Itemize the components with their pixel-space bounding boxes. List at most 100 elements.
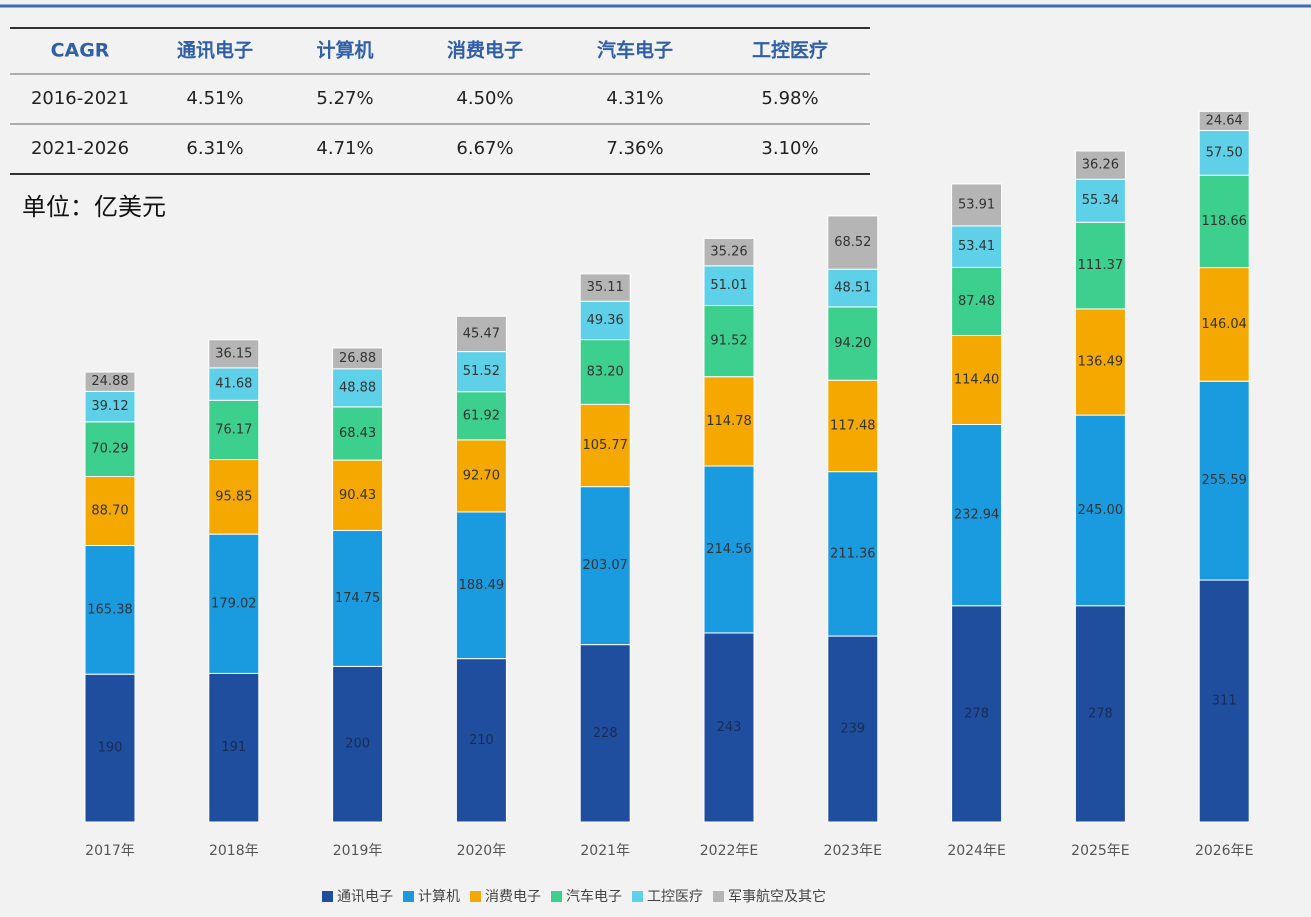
bar-segment — [1074, 605, 1126, 823]
data-label: 228 — [593, 726, 618, 741]
bar-segment — [208, 339, 260, 369]
data-label: 278 — [964, 706, 989, 721]
bar-segment — [84, 545, 136, 675]
data-label: 239 — [840, 722, 865, 737]
data-label: 214.56 — [706, 542, 752, 557]
bar-segment — [827, 268, 879, 308]
table-header: 消费电子 — [447, 39, 523, 62]
bar-segment — [332, 368, 384, 408]
table-cell: 4.71% — [316, 138, 373, 159]
legend-swatch — [713, 891, 724, 902]
data-label: 114.40 — [954, 372, 1000, 387]
bar-segment — [951, 423, 1003, 607]
legend-label: 军事航空及其它 — [728, 888, 826, 905]
data-label: 210 — [469, 733, 494, 748]
bar-segment — [455, 391, 507, 441]
data-label: 90.43 — [339, 488, 376, 503]
bar-segment — [208, 367, 260, 401]
bar-segment — [1198, 380, 1250, 581]
data-label: 70.29 — [91, 442, 128, 457]
bar-segment — [951, 334, 1003, 425]
data-label: 55.34 — [1082, 193, 1119, 208]
data-label: 111.37 — [1078, 258, 1124, 273]
table-header: 通讯电子 — [177, 39, 253, 62]
bar-segment — [1198, 579, 1250, 823]
bar-segment — [1198, 130, 1250, 176]
data-label: 87.48 — [958, 294, 995, 309]
table-header: 计算机 — [316, 39, 373, 62]
data-label: 203.07 — [582, 558, 628, 573]
x-tick-label: 2017年 — [85, 843, 135, 859]
bar-segment — [951, 266, 1003, 336]
bar-segment — [332, 406, 384, 461]
bar-segment — [455, 658, 507, 823]
data-label: 190 — [98, 741, 123, 756]
data-label: 51.01 — [710, 278, 747, 293]
data-label: 88.70 — [91, 504, 128, 519]
table-cell: 7.36% — [606, 138, 663, 159]
bar-segment — [84, 476, 136, 547]
bar-segment — [951, 225, 1003, 268]
legend-label: 通讯电子 — [337, 889, 393, 905]
data-label: 83.20 — [587, 364, 624, 379]
data-label: 35.26 — [710, 245, 747, 260]
data-label: 53.41 — [958, 239, 995, 254]
bar-segment — [84, 371, 136, 392]
data-label: 39.12 — [91, 399, 128, 414]
bar-segment — [455, 511, 507, 660]
bar-segment — [579, 486, 631, 646]
table-cell: 5.98% — [761, 88, 818, 109]
data-label: 188.49 — [459, 578, 505, 593]
bar-segment — [84, 390, 136, 423]
table-cell: 3.10% — [761, 138, 818, 159]
x-tick-label: 2019年 — [333, 843, 383, 859]
legend-label: 计算机 — [418, 889, 460, 905]
data-label: 95.85 — [215, 489, 252, 504]
data-label: 278 — [1088, 706, 1113, 721]
bar-segment — [1198, 267, 1250, 382]
data-label: 48.51 — [834, 281, 871, 296]
bar-segment — [84, 673, 136, 823]
data-label: 146.04 — [1201, 317, 1247, 332]
legend-label: 消费电子 — [485, 889, 541, 905]
data-label: 51.52 — [463, 364, 500, 379]
table-cell: 4.31% — [606, 88, 663, 109]
table-cell: 2016-2021 — [31, 88, 129, 109]
x-tick-label: 2021年 — [580, 843, 630, 859]
data-label: 36.15 — [215, 346, 252, 361]
table-header: 工控医疗 — [752, 39, 828, 62]
x-tick-label: 2020年 — [457, 843, 507, 859]
data-label: 311 — [1212, 694, 1237, 709]
x-tick-label: 2026年E — [1195, 843, 1253, 859]
bar-segment — [1074, 150, 1126, 180]
bar-segment — [332, 665, 384, 823]
data-label: 49.36 — [587, 313, 624, 328]
bar-segment — [703, 237, 755, 267]
bar-segment — [84, 421, 136, 478]
table-cell: 5.27% — [316, 88, 373, 109]
bar-segment — [827, 471, 879, 637]
data-label: 57.50 — [1206, 145, 1243, 160]
legend-swatch — [403, 891, 414, 902]
x-tick-label: 2024年E — [947, 843, 1005, 859]
bar-segment — [951, 183, 1003, 227]
legend-swatch — [322, 891, 333, 902]
data-label: 165.38 — [87, 602, 133, 617]
table-cell: 4.51% — [186, 88, 243, 109]
data-label: 68.43 — [339, 426, 376, 441]
table-cell: 6.31% — [186, 138, 243, 159]
data-label: 48.88 — [339, 380, 376, 395]
data-label: 36.26 — [1082, 158, 1119, 173]
bar-segment — [579, 403, 631, 488]
data-label: 200 — [345, 737, 370, 752]
bar-segment — [332, 347, 384, 370]
bar-segment — [827, 306, 879, 381]
data-label: 45.47 — [463, 326, 500, 341]
bar-segment — [208, 399, 260, 461]
data-label: 114.78 — [706, 414, 752, 429]
data-label: 117.48 — [830, 418, 876, 433]
bar-segment — [579, 339, 631, 405]
legend-swatch — [470, 891, 481, 902]
